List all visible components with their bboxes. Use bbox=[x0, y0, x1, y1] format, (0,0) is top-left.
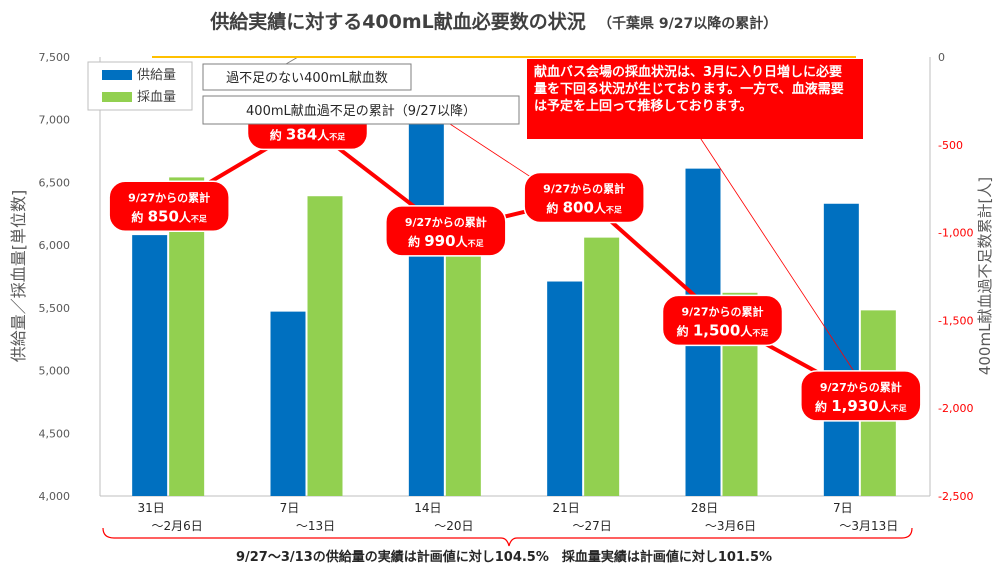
bar-supply bbox=[547, 281, 583, 496]
x-tick-label-start: 21日 bbox=[553, 501, 580, 515]
point-callout-value: 約 384人不足 bbox=[270, 125, 347, 143]
bar-supply bbox=[270, 311, 306, 496]
x-tick-label-start: 14日 bbox=[414, 501, 441, 515]
annotation-text: 献血バス会場の採血状況は、3月に入り日増しに必要量を下回る状況が生じております。… bbox=[534, 64, 844, 114]
bar-collection bbox=[307, 196, 343, 496]
bar-supply bbox=[408, 119, 444, 496]
leader-line-zero bbox=[285, 56, 299, 65]
bar-collection bbox=[584, 237, 620, 497]
annotation-box bbox=[527, 59, 863, 139]
point-callout-heading: 9/27からの累計 bbox=[128, 190, 210, 204]
y-axis-left-label: 供給量／採血量[単位数] bbox=[9, 190, 28, 363]
bar-collection bbox=[445, 238, 481, 496]
point-callout-heading: 9/27からの累計 bbox=[543, 181, 625, 195]
legend-label-collection: 採血量 bbox=[137, 90, 176, 105]
chart-subtitle: （千葉県 9/27以降の累計） bbox=[598, 15, 777, 32]
callout-zero-line-text: 過不足のない400mL献血数 bbox=[226, 71, 388, 86]
point-callout-heading: 9/27からの累計 bbox=[682, 304, 764, 318]
left-tick-label: 5,500 bbox=[39, 302, 71, 315]
right-axis-ticks: 0 -500 -1,000 -1,500 -2,000 -2,500 bbox=[938, 51, 973, 503]
point-callout-bubble bbox=[523, 171, 645, 224]
legend-swatch-supply bbox=[102, 70, 132, 80]
point-callout-heading: 9/27からの累計 bbox=[820, 380, 902, 394]
right-tick-label: -500 bbox=[938, 139, 963, 152]
right-tick-label: -1,000 bbox=[938, 227, 973, 240]
point-callout-heading: 9/27からの累計 bbox=[405, 215, 487, 229]
left-tick-label: 7,500 bbox=[39, 51, 71, 64]
footer-note: 9/27～3/13の供給量の実績は計画値に対し104.5% 採血量実績は計画値に… bbox=[236, 549, 772, 565]
x-axis-labels: 31日 ～2月6日 7日 ～13日 14日 ～20日 21日 ～27日 28日 ～3月6日 7日 ～3… bbox=[138, 501, 899, 533]
y-axis-right-label: 400mL献血過不足数累計[人] bbox=[976, 177, 994, 375]
right-tick-label: -2,500 bbox=[938, 490, 973, 503]
x-tick-label-end: ～27日 bbox=[573, 519, 612, 533]
x-tick-label-start: 7日 bbox=[280, 501, 300, 515]
chart-title: 供給実績に対する400mL献血必要数の状況 bbox=[209, 10, 586, 33]
callout-cumulative-line: 400mL献血過不足の累計（9/27以降） bbox=[202, 95, 520, 125]
right-tick-label: -1,500 bbox=[938, 314, 973, 327]
point-callout-bubble bbox=[385, 205, 507, 257]
point-callout-value: 約 800人不足 bbox=[546, 198, 623, 216]
point-callout-bubble bbox=[800, 370, 922, 422]
point-callout-value: 約 990人不足 bbox=[408, 232, 485, 250]
callout-cumulative-line-text: 400mL献血過不足の累計（9/27以降） bbox=[246, 103, 476, 119]
point-callout-bubble bbox=[108, 180, 230, 233]
x-tick-label-start: 31日 bbox=[138, 501, 165, 515]
left-tick-label: 4,000 bbox=[39, 490, 71, 503]
bar-supply bbox=[132, 235, 168, 496]
x-tick-label-end: ～2月6日 bbox=[152, 519, 203, 533]
point-callout-value: 約 850人不足 bbox=[131, 207, 208, 225]
x-tick-label-start: 7日 bbox=[833, 501, 853, 515]
left-axis-ticks: 4,000 4,500 5,000 5,500 6,000 6,500 7,000 7,500 bbox=[39, 51, 71, 503]
legend-swatch-collection bbox=[102, 92, 132, 102]
x-tick-label-end: ～20日 bbox=[434, 519, 473, 533]
point-callout-value: 約 1,500人不足 bbox=[677, 321, 770, 339]
x-tick-label-start: 28日 bbox=[691, 501, 718, 515]
left-tick-label: 6,500 bbox=[39, 176, 71, 189]
callout-zero-line-box bbox=[202, 63, 412, 91]
left-tick-label: 7,000 bbox=[39, 114, 71, 127]
footer-brace bbox=[102, 527, 913, 547]
leader-line-annotation bbox=[694, 129, 870, 395]
point-callout-value: 約 1,930人不足 bbox=[815, 397, 908, 415]
x-tick-label-end: ～3月13日 bbox=[839, 519, 898, 533]
left-tick-label: 4,500 bbox=[39, 427, 71, 440]
x-tick-label-end: ～3月6日 bbox=[705, 519, 756, 533]
annotation: 献血バス会場の採血状況は、3月に入り日増しに必要量を下回る状況が生じております。… bbox=[527, 59, 863, 139]
bar-supply bbox=[823, 203, 859, 496]
callout-zero-line: 過不足のない400mL献血数 bbox=[202, 63, 412, 91]
left-tick-label: 5,000 bbox=[39, 365, 71, 378]
callout-cumulative-line-box bbox=[202, 95, 520, 125]
point-callout-bubble bbox=[661, 294, 784, 347]
left-tick-label: 6,000 bbox=[39, 239, 71, 252]
right-tick-label: 0 bbox=[938, 51, 945, 64]
legend: 供給量 採血量 bbox=[87, 61, 193, 111]
x-tick-label-end: ～13日 bbox=[296, 519, 335, 533]
right-tick-label: -2,000 bbox=[938, 402, 973, 415]
legend-label-supply: 供給量 bbox=[137, 68, 176, 83]
